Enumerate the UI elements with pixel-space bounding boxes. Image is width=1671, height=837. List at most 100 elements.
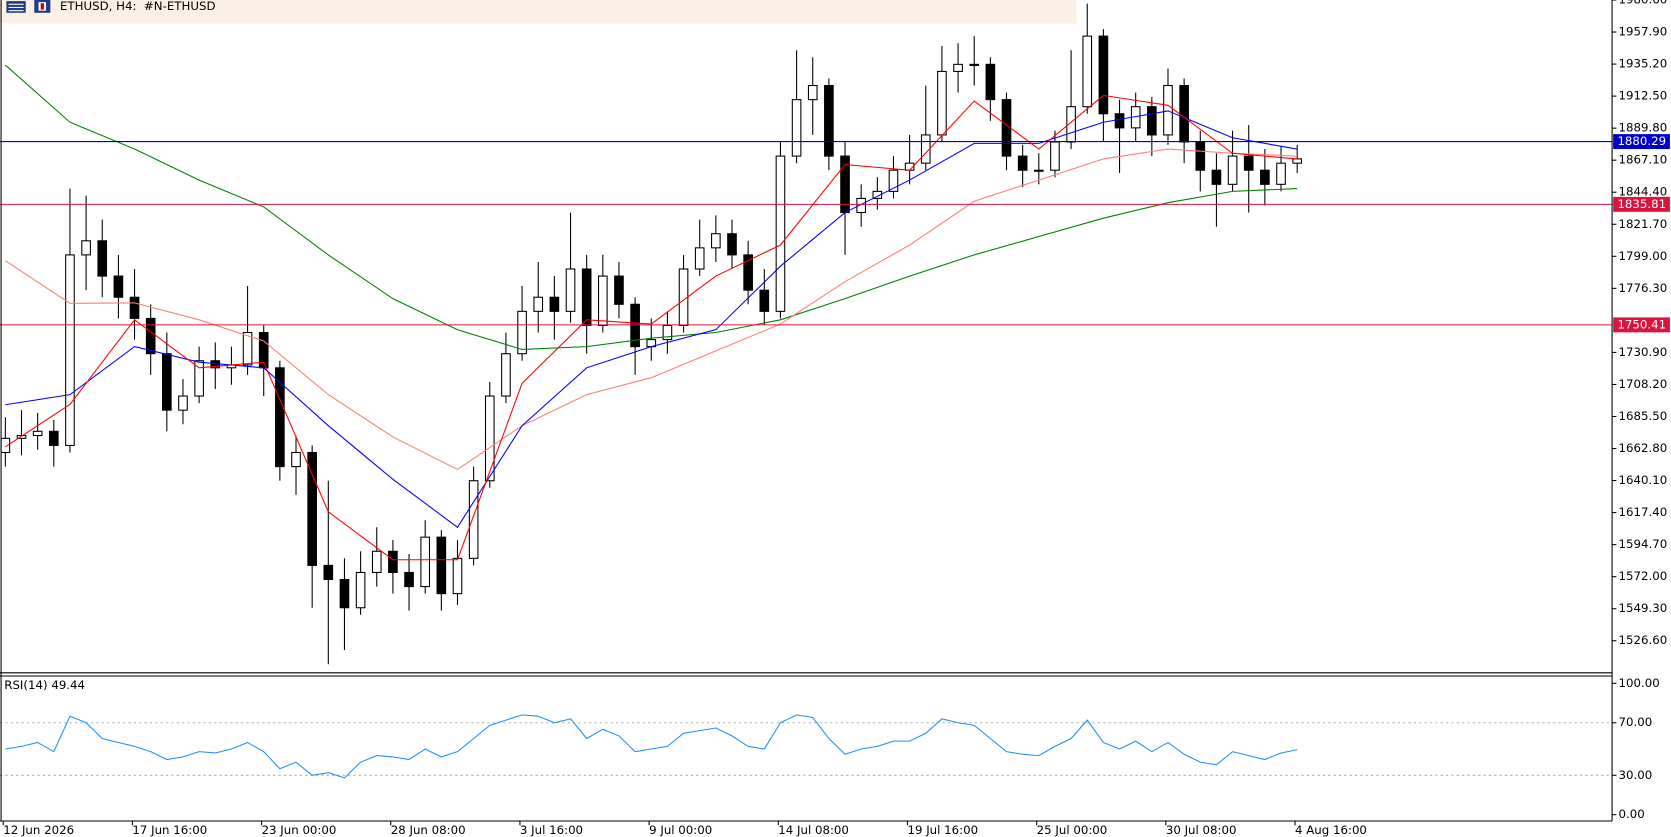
candle-body: [129, 296, 140, 319]
level-label-box: [1613, 196, 1670, 212]
candle-body: [1179, 84, 1189, 143]
candle-body: [985, 63, 996, 101]
candle-body: [501, 353, 511, 397]
y-tick-label: 1957.90: [1619, 25, 1668, 39]
x-tick-label: 19 Jul 16:00: [907, 823, 978, 837]
moving-average: [5, 94, 1298, 561]
candle-body: [468, 480, 479, 559]
y-tick-label: 1685.50: [1619, 409, 1668, 423]
candle-body: [937, 70, 947, 136]
candle-body: [371, 550, 382, 573]
candle-body: [484, 395, 495, 482]
candle-body: [388, 550, 398, 573]
candle-body: [81, 240, 91, 256]
y-tick-label: 1549.30: [1619, 601, 1668, 615]
candle-body: [323, 564, 334, 581]
y-tick-label: 1640.10: [1619, 473, 1668, 487]
candle-body: [856, 197, 867, 214]
candle-body: [1292, 158, 1302, 164]
candle-body: [807, 84, 818, 101]
candle-body: [275, 367, 285, 468]
candle-body: [953, 63, 963, 72]
candle-body: [969, 63, 980, 66]
candle-body: [1050, 141, 1060, 171]
candle-body: [1260, 169, 1270, 185]
candle-body: [1033, 169, 1044, 172]
candle-body: [549, 296, 560, 312]
candle-body: [355, 571, 366, 609]
x-tick-label: 30 Jul 08:00: [1166, 823, 1237, 837]
candle-body: [1114, 113, 1125, 129]
y-tick-label: 1776.30: [1619, 281, 1668, 295]
candle-body: [48, 430, 59, 446]
y-tick-label: 1844.40: [1619, 185, 1668, 199]
x-tick-label: 17 Jun 16:00: [132, 823, 207, 837]
candle-body: [97, 240, 108, 277]
candle-body: [1163, 84, 1173, 136]
level-label: 1750.41: [1617, 317, 1666, 331]
y-tick-label: 1935.20: [1619, 57, 1668, 71]
candle-body: [1276, 162, 1286, 185]
candle-body: [597, 275, 608, 326]
x-tick-label: 4 Aug 16:00: [1295, 823, 1367, 837]
candle-body: [32, 430, 43, 437]
candle-body: [1211, 169, 1222, 185]
x-tick-label: 23 Jun 00:00: [262, 823, 337, 837]
candle-body: [630, 303, 640, 348]
symbol-icon[interactable]: [34, 0, 51, 13]
candle-body: [565, 268, 576, 312]
candle-body: [404, 571, 414, 588]
menu-icon[interactable]: [6, 1, 26, 13]
y-tick-label: 1867.10: [1619, 153, 1668, 167]
x-tick-label: 3 Jul 16:00: [520, 823, 583, 837]
candle-body: [145, 317, 156, 355]
header-bar: [0, 0, 1077, 24]
candle-body: [307, 451, 317, 566]
candle-body: [517, 310, 527, 355]
candle-body: [759, 289, 770, 312]
candle-body: [291, 451, 301, 468]
candle-body: [16, 435, 27, 439]
y-tick-label: 100.00: [1619, 676, 1660, 690]
candle-body: [888, 169, 899, 192]
moving-average: [4, 64, 1298, 350]
candle-body: [1017, 155, 1028, 171]
candle-body: [194, 360, 204, 397]
x-tick-label: 25 Jul 00:00: [1037, 823, 1108, 837]
candle-body: [711, 233, 721, 249]
candle-body: [694, 247, 705, 270]
candle-body: [452, 557, 463, 595]
y-tick-label: 1912.50: [1619, 89, 1668, 103]
candle-body: [1227, 155, 1238, 185]
candle-body: [872, 190, 883, 199]
y-tick-label: 1617.40: [1619, 505, 1668, 519]
candle-body: [1243, 155, 1254, 171]
rsi-title: RSI(14) 49.44: [4, 678, 85, 692]
y-tick-label: 70.00: [1619, 715, 1653, 729]
candle-body: [662, 324, 673, 341]
candle-body: [1195, 141, 1206, 171]
candle-body: [178, 395, 188, 411]
candle-body: [743, 254, 753, 291]
y-tick-label: 1662.80: [1619, 441, 1668, 455]
y-tick-label: 1594.70: [1619, 537, 1668, 551]
rsi-line: [5, 714, 1298, 779]
x-tick-label: 14 Jul 08:00: [778, 823, 849, 837]
y-tick-label: 1799.00: [1619, 249, 1668, 263]
candle-body: [339, 578, 350, 609]
x-tick-label: 28 Jun 08:00: [391, 823, 466, 837]
candle-body: [581, 268, 592, 326]
candle-body: [1098, 35, 1109, 115]
candle-body: [113, 275, 124, 298]
candle-body: [824, 84, 834, 157]
candle-body: [162, 353, 172, 411]
candle-body: [242, 331, 253, 366]
y-tick-label: 1730.90: [1619, 345, 1668, 359]
level-label: 1835.81: [1617, 197, 1666, 211]
x-tick-label: 9 Jul 00:00: [649, 823, 712, 837]
candle-body: [1147, 106, 1157, 136]
candle-body: [775, 155, 786, 312]
